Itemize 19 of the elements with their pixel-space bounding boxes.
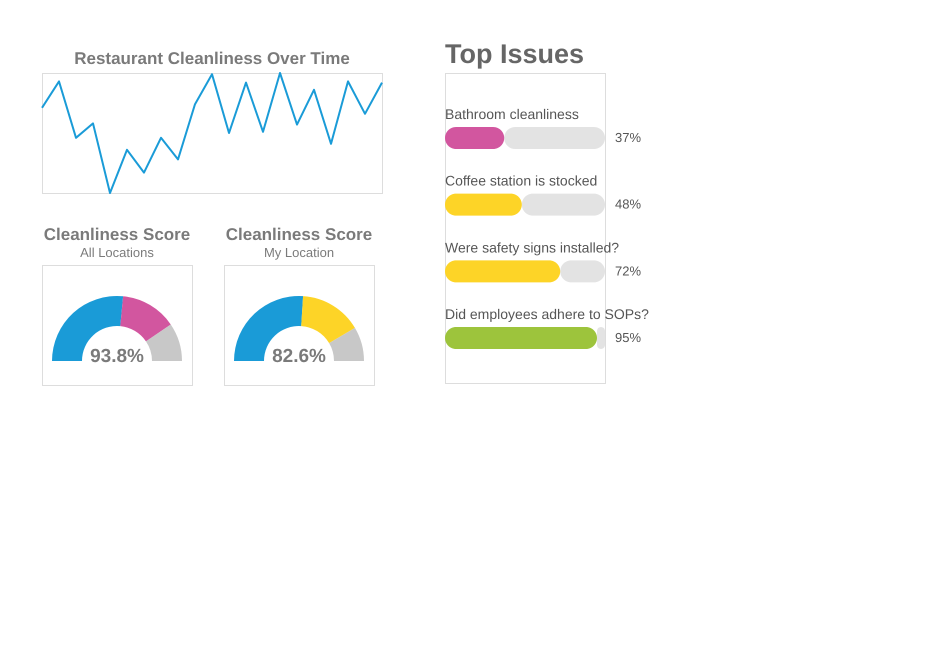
chart-title: Cleanliness Score xyxy=(44,225,190,244)
category-label: Did employees adhere to SOPs? xyxy=(445,306,649,322)
chart-title: Top Issues xyxy=(445,39,584,69)
category-label: Coffee station is stocked xyxy=(445,172,598,189)
chart-title: Cleanliness Score xyxy=(226,225,372,244)
category-label: Were safety signs installed? xyxy=(445,239,620,256)
chart-title: Restaurant Cleanliness Over Time xyxy=(74,49,350,68)
text: 93.8% xyxy=(90,346,144,367)
bar xyxy=(445,260,560,282)
chart-subtitle: My Location xyxy=(264,245,334,260)
chart-subtitle: All Locations xyxy=(80,245,154,260)
category-label: Bathroom cleanliness xyxy=(445,106,579,122)
bar xyxy=(445,327,597,349)
data-label: 72% xyxy=(615,263,642,278)
bar xyxy=(445,194,522,216)
text: 82.6% xyxy=(272,346,326,367)
data-label: 48% xyxy=(615,196,642,212)
data-label: 37% xyxy=(615,130,642,145)
data-label: 95% xyxy=(615,330,642,345)
